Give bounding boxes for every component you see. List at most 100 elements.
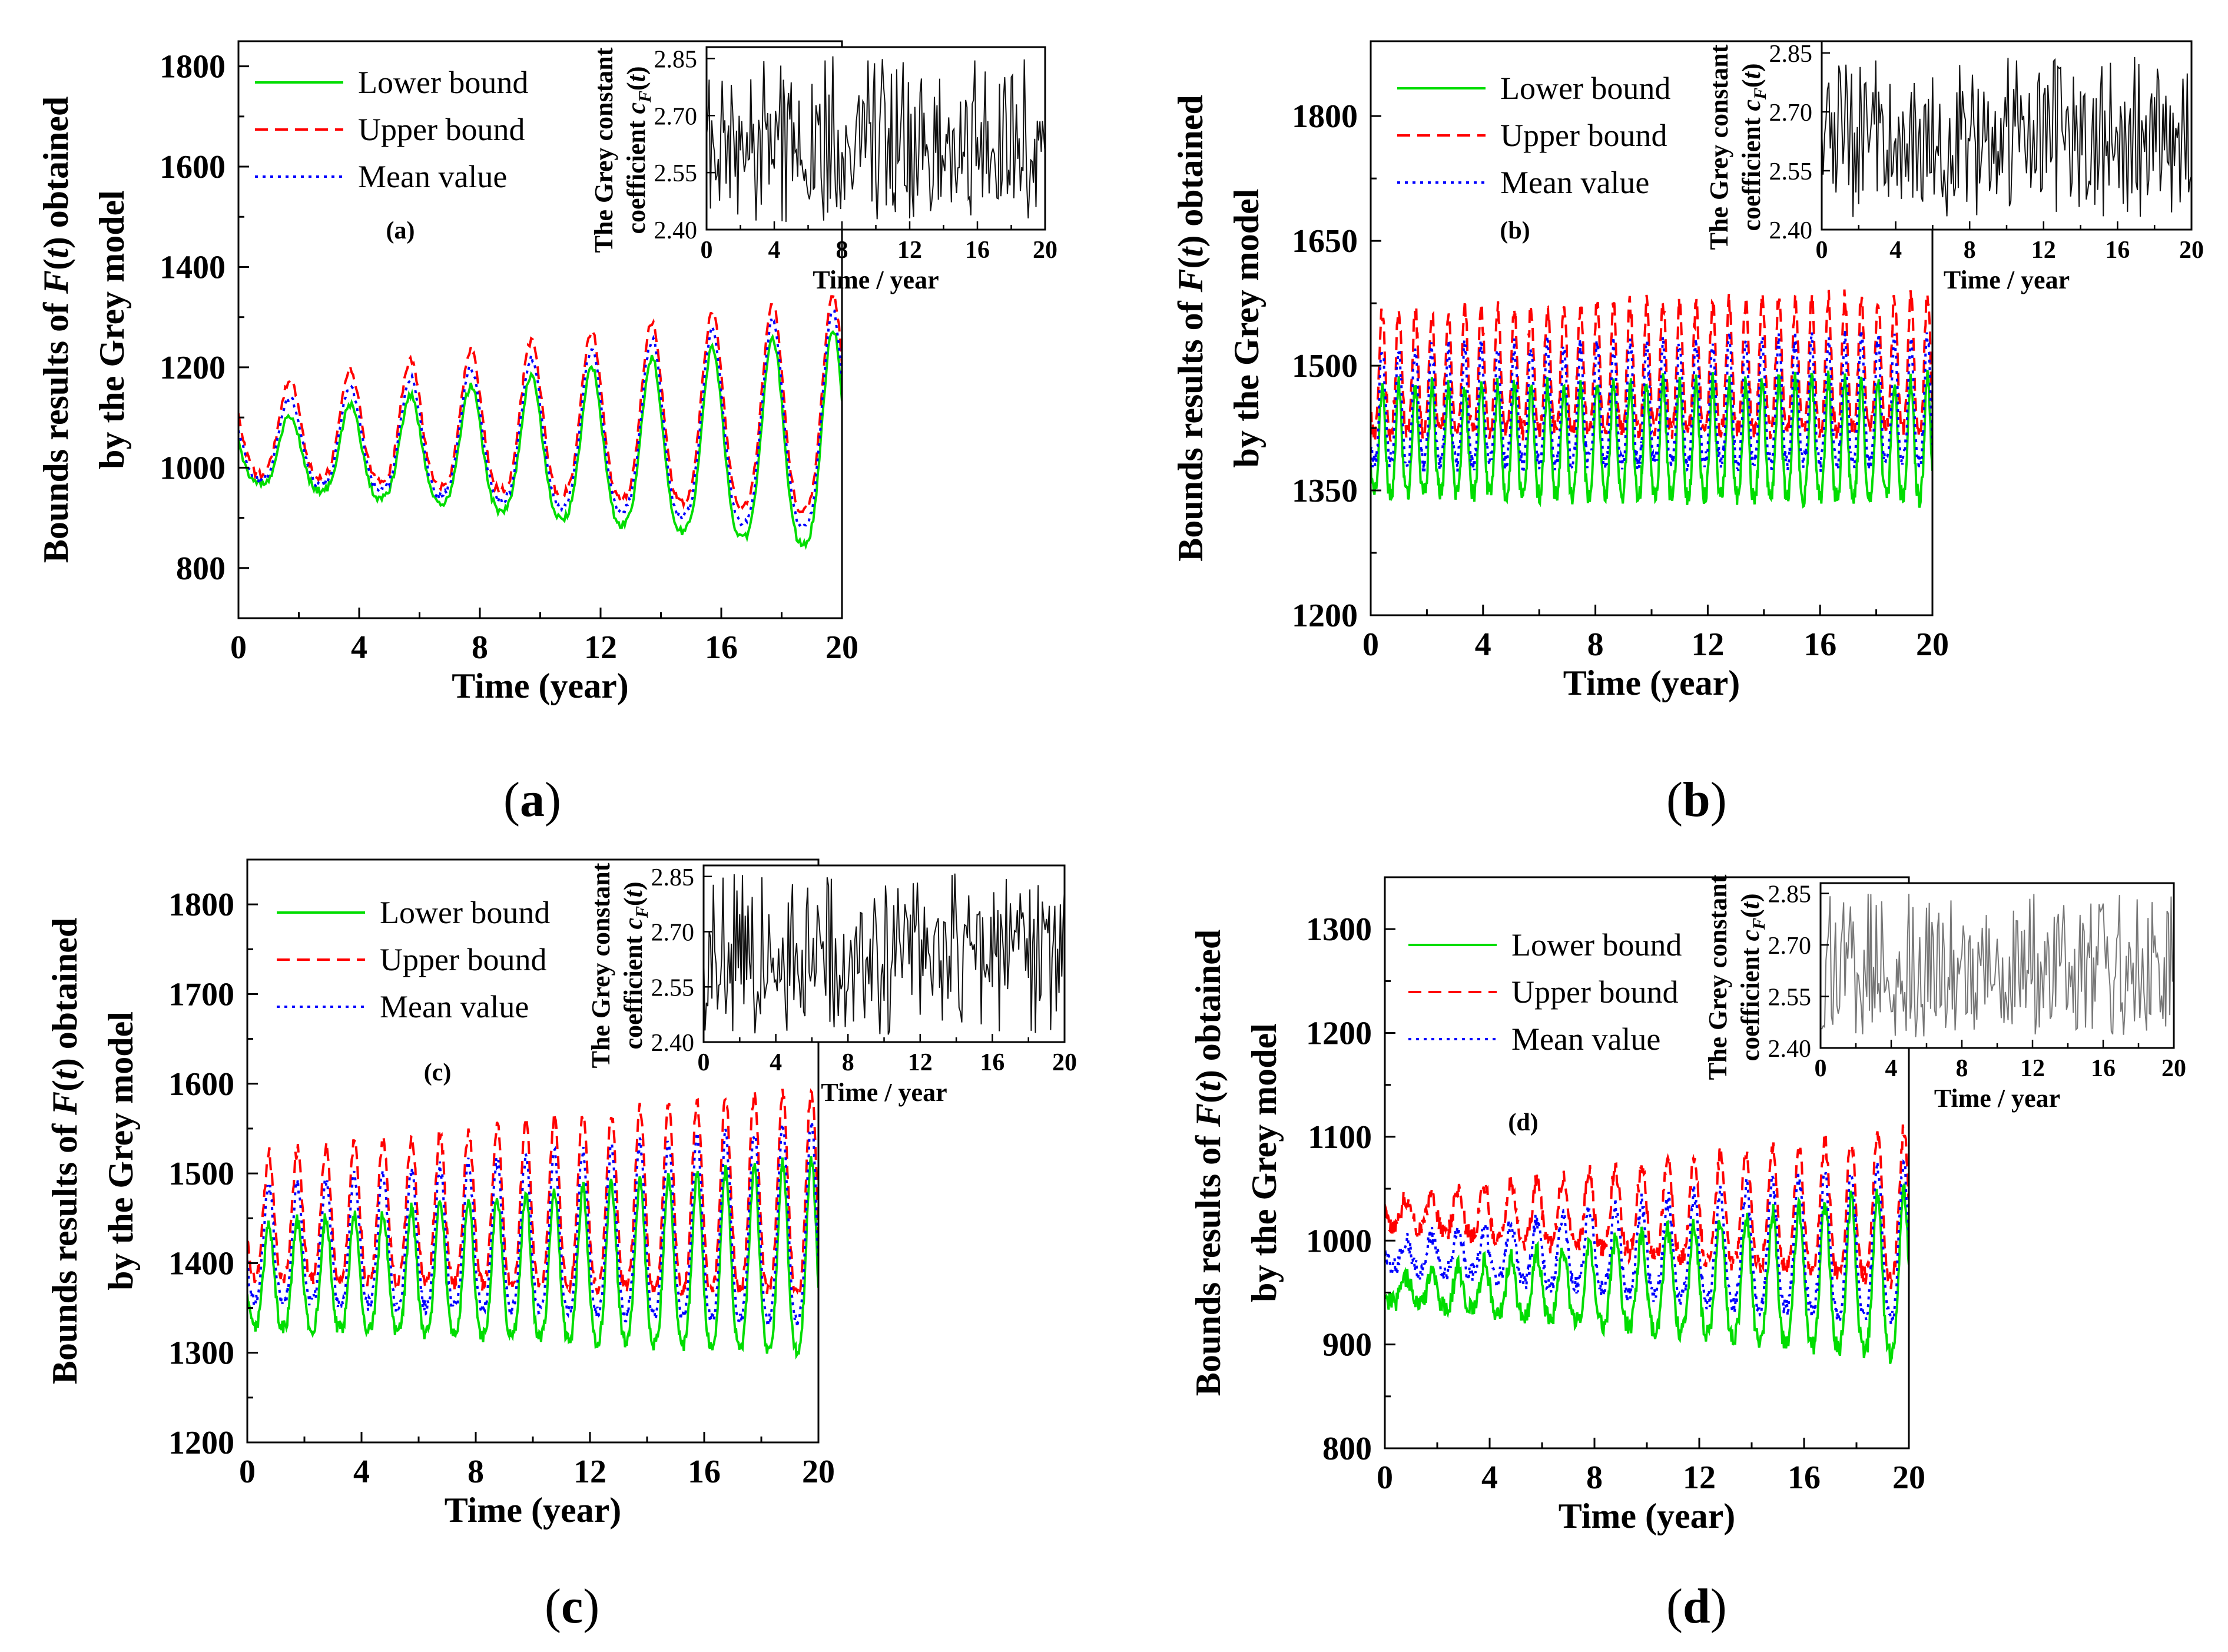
inset-x-tick-label: 16	[2105, 237, 2130, 264]
x-axis-label: Time (year)	[445, 1491, 621, 1530]
series-line-upper	[1385, 1124, 1909, 1289]
legend-label: Upper bound	[380, 942, 546, 977]
legend-label: Lower bound	[1511, 927, 1682, 963]
x-tick-label: 8	[468, 1454, 484, 1490]
inset-x-tick-label: 20	[1033, 237, 1057, 264]
series-line-lower	[1371, 370, 1932, 509]
y-tick-label: 1000	[160, 450, 226, 486]
inset-x-tick-label: 20	[1052, 1049, 1077, 1076]
series-line-upper	[238, 290, 842, 513]
inset-y-axis-label-line1: The Grey constant	[1703, 874, 1732, 1080]
legend-label: Upper bound	[358, 112, 525, 147]
legend-label: Upper bound	[1511, 974, 1678, 1010]
x-tick-label: 4	[1475, 626, 1491, 663]
inset-y-tick-label: 2.40	[1768, 1036, 1812, 1063]
legend-label: Upper bound	[1500, 118, 1667, 153]
y-tick-label: 1800	[168, 887, 234, 923]
inset-x-axis-label: Time / year	[1944, 266, 2070, 294]
inset-x-tick-label: 8	[836, 237, 848, 264]
x-tick-label: 4	[351, 629, 367, 666]
y-tick-label: 900	[1322, 1327, 1372, 1364]
y-tick-label: 800	[1322, 1431, 1372, 1467]
inset-series-line	[706, 56, 1046, 222]
inset-x-tick-label: 4	[768, 237, 781, 264]
y-axis-label-line1: Bounds results of F(t) obtained	[1171, 95, 1210, 561]
series-line-mean	[1371, 330, 1932, 475]
inset-y-axis-label-line2: coefficient cF(t)	[1736, 893, 1769, 1061]
inset-y-axis-label-line2: coefficient cF(t)	[1737, 63, 1770, 231]
inset-series-line	[1820, 893, 2174, 1037]
y-tick-label: 1650	[1292, 223, 1358, 260]
y-tick-label: 1200	[160, 350, 226, 386]
y-axis-label-line1: Bounds results of F(t) obtained	[37, 97, 75, 563]
inset-x-tick-label: 16	[2091, 1055, 2116, 1082]
x-tick-label: 4	[353, 1454, 370, 1490]
x-tick-label: 8	[1587, 626, 1604, 663]
chart-panel-c: 0 4 8 12 16 20 1200 1300 1400 1500 1600 1700 1800 Tim…	[45, 858, 1077, 1530]
y-axis-label-line2: by the Grey model	[1245, 1023, 1284, 1302]
y-tick-label: 1200	[1292, 598, 1358, 634]
inset-y-tick-label: 2.40	[654, 217, 698, 244]
inset-x-tick-label: 8	[842, 1049, 854, 1076]
y-tick-label: 800	[176, 550, 226, 587]
inset-x-tick-label: 12	[908, 1049, 933, 1076]
chart-panel-d: 0 4 8 12 16 20 800 900 1000 1100 1200 1300 Time (yea…	[1189, 874, 2186, 1535]
x-axis-label: Time (year)	[452, 666, 628, 705]
inset-y-axis-label-line1: The Grey constant	[586, 863, 615, 1068]
legend-label: Mean value	[358, 159, 507, 194]
panel-label: (c)	[424, 1059, 452, 1086]
inset-x-tick-label: 20	[2179, 237, 2204, 264]
inset-y-tick-label: 2.55	[1768, 984, 1812, 1011]
y-axis-label-line1: Bounds results of F(t) obtained	[45, 918, 84, 1384]
chart-panel-a: 0 4 8 12 16 20 800 1000 1200 1400 1600 1800 Time (ye…	[37, 40, 1057, 705]
y-tick-label: 1400	[160, 249, 226, 286]
y-tick-label: 1500	[1292, 348, 1358, 384]
inset-x-tick-label: 12	[2020, 1055, 2045, 1082]
inset-y-axis-label-line1: The Grey constant	[1705, 44, 1733, 250]
inset-y-tick-label: 2.85	[651, 864, 695, 891]
x-tick-label: 0	[230, 629, 247, 666]
x-tick-label: 8	[1586, 1459, 1603, 1496]
inset-x-axis-label: Time / year	[1934, 1084, 2060, 1113]
y-tick-label: 1500	[168, 1156, 234, 1192]
inset-y-tick-label: 2.55	[1769, 158, 1813, 185]
inset-background	[1821, 883, 2174, 1048]
inset-x-tick-label: 12	[2031, 237, 2056, 264]
y-tick-label: 1350	[1292, 473, 1358, 509]
inset-y-tick-label: 2.70	[1769, 99, 1813, 127]
x-tick-label: 20	[1916, 626, 1949, 663]
series-line-mean	[1385, 1159, 1909, 1326]
inset-y-tick-label: 2.70	[654, 103, 698, 130]
inset-y-axis-label-line1: The Grey constant	[589, 47, 618, 253]
series-line-lower	[247, 1156, 818, 1360]
inset-x-tick-label: 0	[1815, 1055, 1827, 1082]
inset-x-tick-label: 8	[1964, 237, 1976, 264]
inset-series-line	[703, 873, 1065, 1035]
inset-x-tick-label: 16	[980, 1049, 1004, 1076]
x-tick-label: 4	[1481, 1459, 1498, 1496]
caption-b: (b)	[1666, 772, 1727, 827]
series-line-mean	[238, 309, 842, 529]
y-tick-label: 1000	[1306, 1223, 1372, 1259]
x-axis-label: Time (year)	[1559, 1497, 1735, 1535]
inset-x-tick-label: 8	[1956, 1055, 1968, 1082]
y-tick-label: 1600	[160, 149, 226, 185]
legend-label: Lower bound	[1500, 71, 1670, 106]
legend-label: Mean value	[1511, 1021, 1660, 1057]
y-axis-label-line2: by the Grey model	[1227, 189, 1266, 468]
panel-label: (d)	[1508, 1109, 1538, 1136]
inset-x-tick-label: 4	[1885, 1055, 1898, 1082]
inset-y-tick-label: 2.70	[1768, 933, 1812, 960]
inset-x-axis-label: Time / year	[821, 1078, 947, 1107]
inset-x-tick-label: 4	[770, 1049, 782, 1076]
x-tick-label: 0	[1362, 626, 1379, 663]
inset-x-tick-label: 20	[2161, 1055, 2186, 1082]
x-axis-label: Time (year)	[1563, 664, 1740, 702]
caption-a: (a)	[503, 772, 561, 827]
legend-label: Lower bound	[380, 895, 550, 930]
x-tick-label: 16	[1788, 1459, 1821, 1496]
y-axis-label-line2: by the Grey model	[101, 1011, 140, 1291]
x-tick-label: 12	[1691, 626, 1724, 663]
y-axis-label-line2: by the Grey model	[92, 190, 131, 469]
x-tick-label: 20	[1892, 1459, 1925, 1496]
